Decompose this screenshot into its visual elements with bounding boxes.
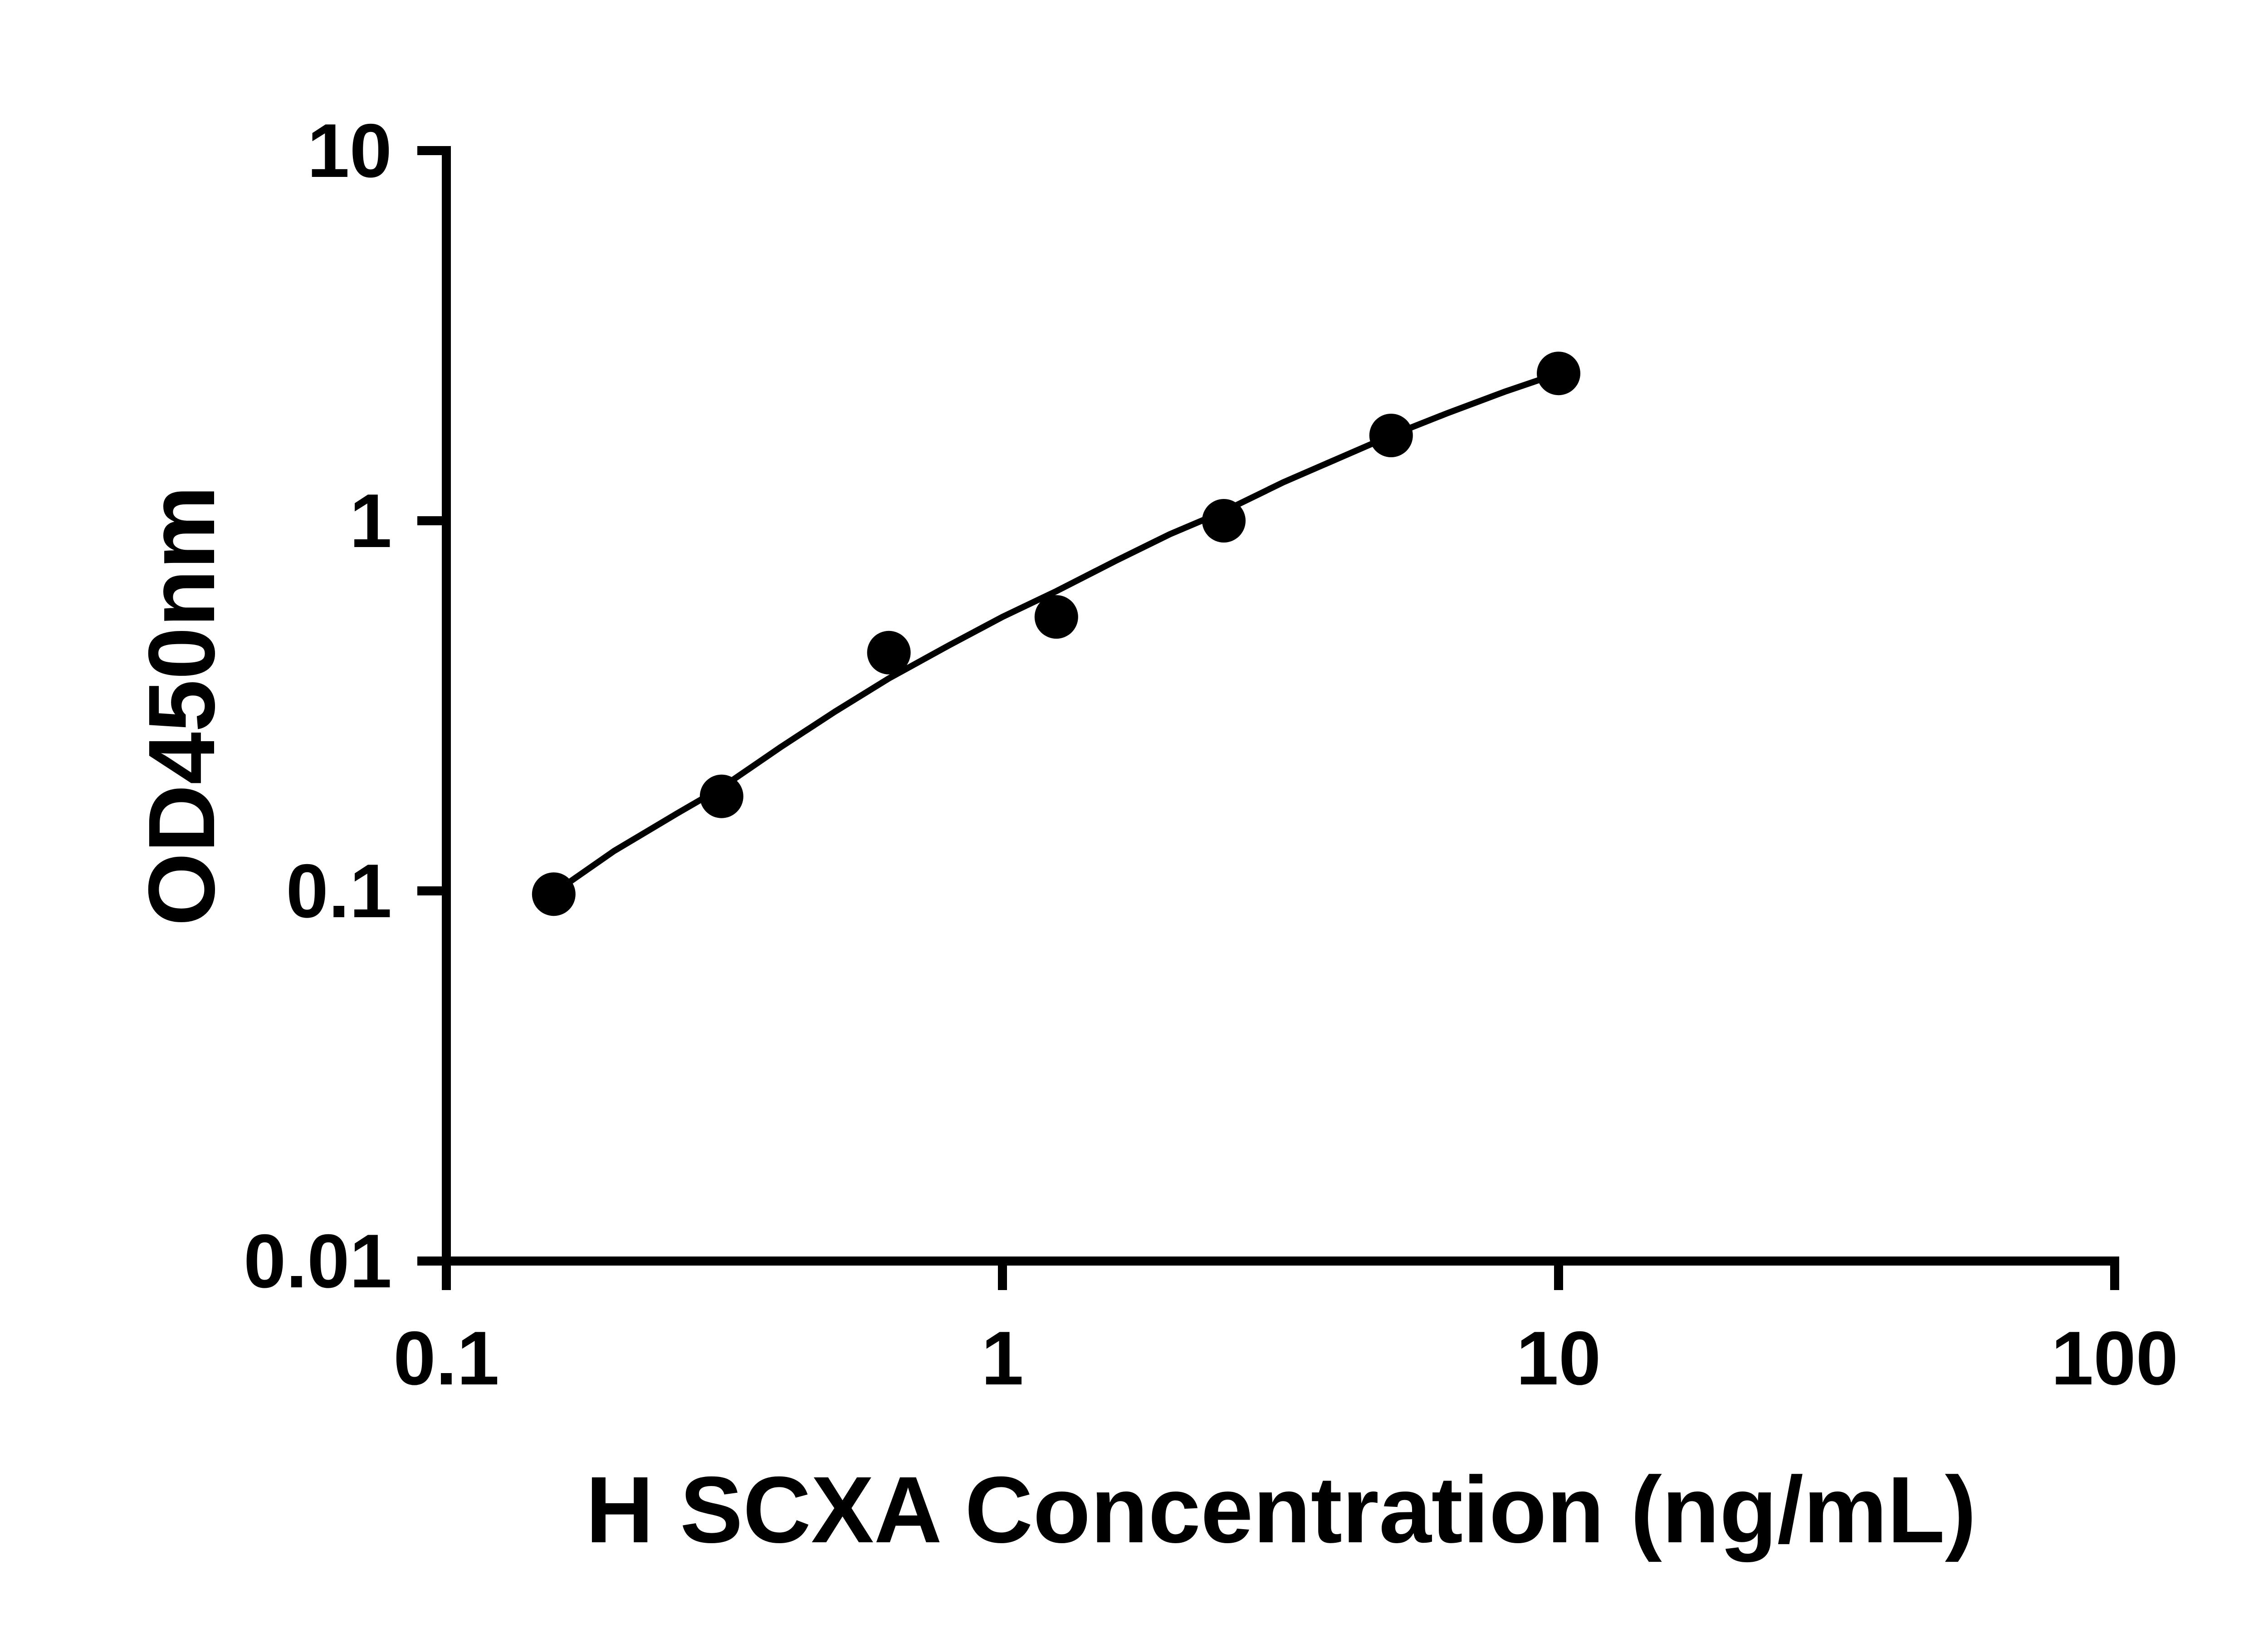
axis-lines bbox=[442, 146, 2119, 1266]
data-point-marker bbox=[1369, 414, 1413, 457]
data-point-marker bbox=[867, 631, 911, 675]
x-axis-title: H SCXA Concentration (ng/mL) bbox=[586, 1457, 1976, 1563]
x-axis-tick-label: 100 bbox=[2051, 1315, 2178, 1401]
y-axis-tick-label: 1 bbox=[350, 478, 392, 563]
y-axis-title: OD450nm bbox=[129, 485, 235, 926]
x-axis-tick-label: 0.1 bbox=[393, 1315, 499, 1401]
x-axis-tick-label: 10 bbox=[1516, 1315, 1601, 1401]
y-axis-tick-label: 0.01 bbox=[244, 1218, 392, 1304]
data-point-marker bbox=[1537, 352, 1580, 396]
y-axis-tick-label: 10 bbox=[307, 108, 392, 193]
x-axis-tick-label: 1 bbox=[981, 1315, 1023, 1401]
data-point-marker bbox=[699, 774, 743, 818]
data-point-marker bbox=[1034, 595, 1078, 639]
data-point-marker bbox=[1202, 499, 1246, 543]
data-point-marker bbox=[532, 872, 576, 916]
y-axis-tick-label: 0.1 bbox=[286, 848, 392, 934]
